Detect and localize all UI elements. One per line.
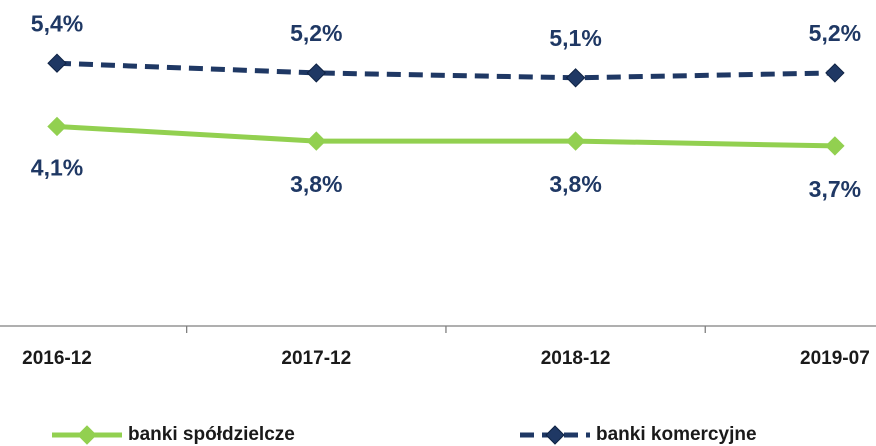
series-line xyxy=(56,60,835,81)
data-label: 5,2% xyxy=(290,20,342,46)
x-tick-label: 2019-07 xyxy=(800,348,870,369)
data-label: 4,1% xyxy=(31,155,83,181)
point-marker xyxy=(565,68,586,88)
data-label: 3,8% xyxy=(290,171,342,197)
legend-marker xyxy=(77,425,97,445)
point-marker xyxy=(306,131,327,151)
legend-marker xyxy=(545,425,565,445)
data-label: 3,8% xyxy=(549,171,601,197)
legend-label: banki komercyjne xyxy=(596,424,757,445)
point-marker xyxy=(306,63,327,83)
data-label: 5,4% xyxy=(31,10,83,36)
point-marker xyxy=(825,63,845,83)
data-label: 5,2% xyxy=(809,20,861,46)
data-label: 5,1% xyxy=(549,25,601,51)
legend-label: banki spółdzielcze xyxy=(128,424,295,445)
series-line xyxy=(56,123,835,149)
data-label: 3,7% xyxy=(809,176,861,202)
point-marker xyxy=(47,116,67,137)
point-marker xyxy=(47,53,67,73)
point-marker xyxy=(565,131,586,151)
x-tick-label: 2018-12 xyxy=(541,348,611,369)
x-tick-label: 2017-12 xyxy=(281,348,351,369)
point-marker xyxy=(825,136,845,156)
x-tick-label: 2016-12 xyxy=(22,348,92,369)
